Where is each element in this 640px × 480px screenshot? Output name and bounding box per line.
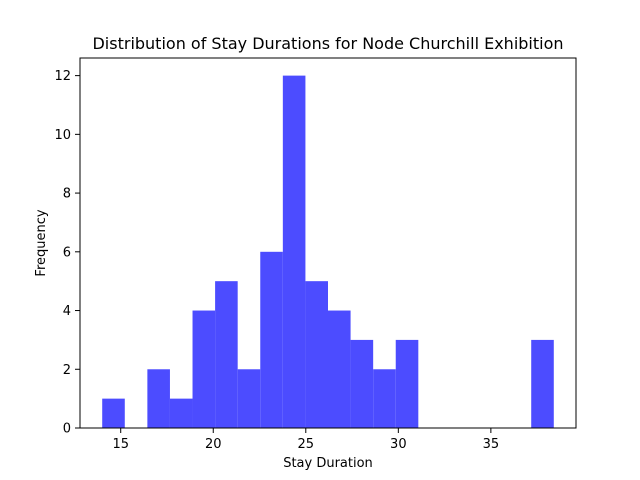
plot-frame: [79, 57, 577, 429]
histogram-bar: [102, 398, 125, 428]
x-tick-label: 30: [390, 437, 407, 452]
histogram-bar: [373, 369, 396, 428]
histogram-bar: [260, 251, 283, 428]
histogram-bar: [531, 339, 554, 428]
chart-title: Distribution of Stay Durations for Node …: [92, 34, 563, 53]
histogram-bar: [282, 75, 306, 428]
histogram-bar: [215, 281, 238, 428]
histogram-bar: [328, 310, 351, 428]
y-tick-label: 4: [63, 304, 71, 319]
x-tick-label: 15: [112, 437, 129, 452]
y-axis: 0 2 4 6 8 10 12: [54, 69, 80, 437]
x-tick-label: 35: [483, 437, 500, 452]
y-axis-label: Frequency: [34, 209, 49, 276]
histogram-bar: [237, 369, 261, 428]
y-tick-label: 2: [63, 363, 71, 378]
x-axis-label: Stay Duration: [283, 456, 373, 471]
x-tick-label: 20: [205, 437, 222, 452]
x-tick-label: 25: [298, 437, 315, 452]
histogram-bar: [395, 339, 419, 428]
y-tick-label: 0: [63, 422, 71, 437]
histogram-bar: [192, 310, 216, 428]
y-tick-label: 10: [54, 128, 71, 143]
histogram-bar: [305, 281, 328, 428]
y-tick-label: 6: [63, 245, 71, 260]
bars-group: [102, 75, 554, 428]
histogram-bar: [350, 339, 374, 428]
histogram-bar: [169, 398, 193, 428]
x-axis: 15 20 25 30 35: [112, 428, 499, 452]
y-tick-label: 12: [54, 69, 71, 84]
histogram-bar: [147, 369, 170, 428]
y-tick-label: 8: [63, 187, 71, 202]
